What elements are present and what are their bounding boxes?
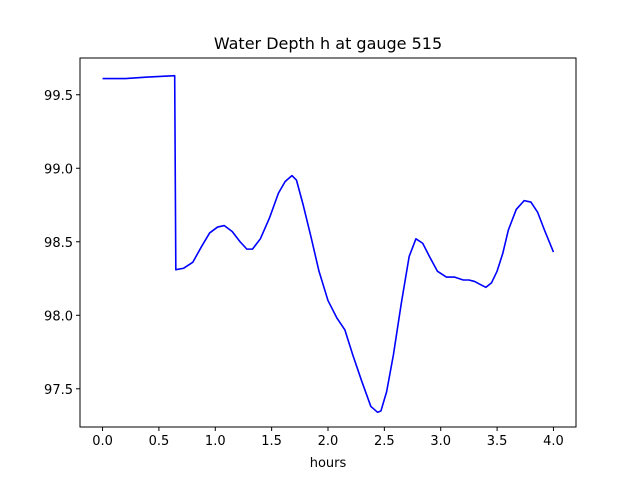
y-tick-label: 99.5	[44, 89, 73, 104]
x-tick-label: 2.0	[318, 434, 339, 449]
x-tick-label: 3.5	[487, 434, 508, 449]
x-tick-label: 0.0	[92, 434, 113, 449]
x-tick-label: 3.0	[430, 434, 451, 449]
y-tick-label: 97.5	[44, 383, 73, 398]
series-line-0	[102, 74, 555, 414]
y-tick-label: 99.0	[44, 162, 73, 177]
y-tick-label: 98.5	[44, 236, 73, 251]
x-tick-label: 1.5	[261, 434, 282, 449]
x-tick-label: 2.5	[374, 434, 395, 449]
axes-frame	[79, 57, 577, 428]
x-tick-label: 1.0	[205, 434, 226, 449]
x-tick-label: 0.5	[149, 434, 170, 449]
plot-area	[102, 74, 555, 414]
x-axis: 0.0 0.5 1.0 1.5 2.0 2.5 3.0 3.5 4.0	[92, 427, 564, 449]
y-axis: 97.5 98.0 98.5 99.0 99.5	[44, 89, 80, 398]
chart-title: Water Depth h at gauge 515	[214, 34, 442, 53]
x-tick-label: 4.0	[543, 434, 564, 449]
y-tick-label: 98.0	[44, 309, 73, 324]
x-axis-label: hours	[310, 456, 347, 471]
